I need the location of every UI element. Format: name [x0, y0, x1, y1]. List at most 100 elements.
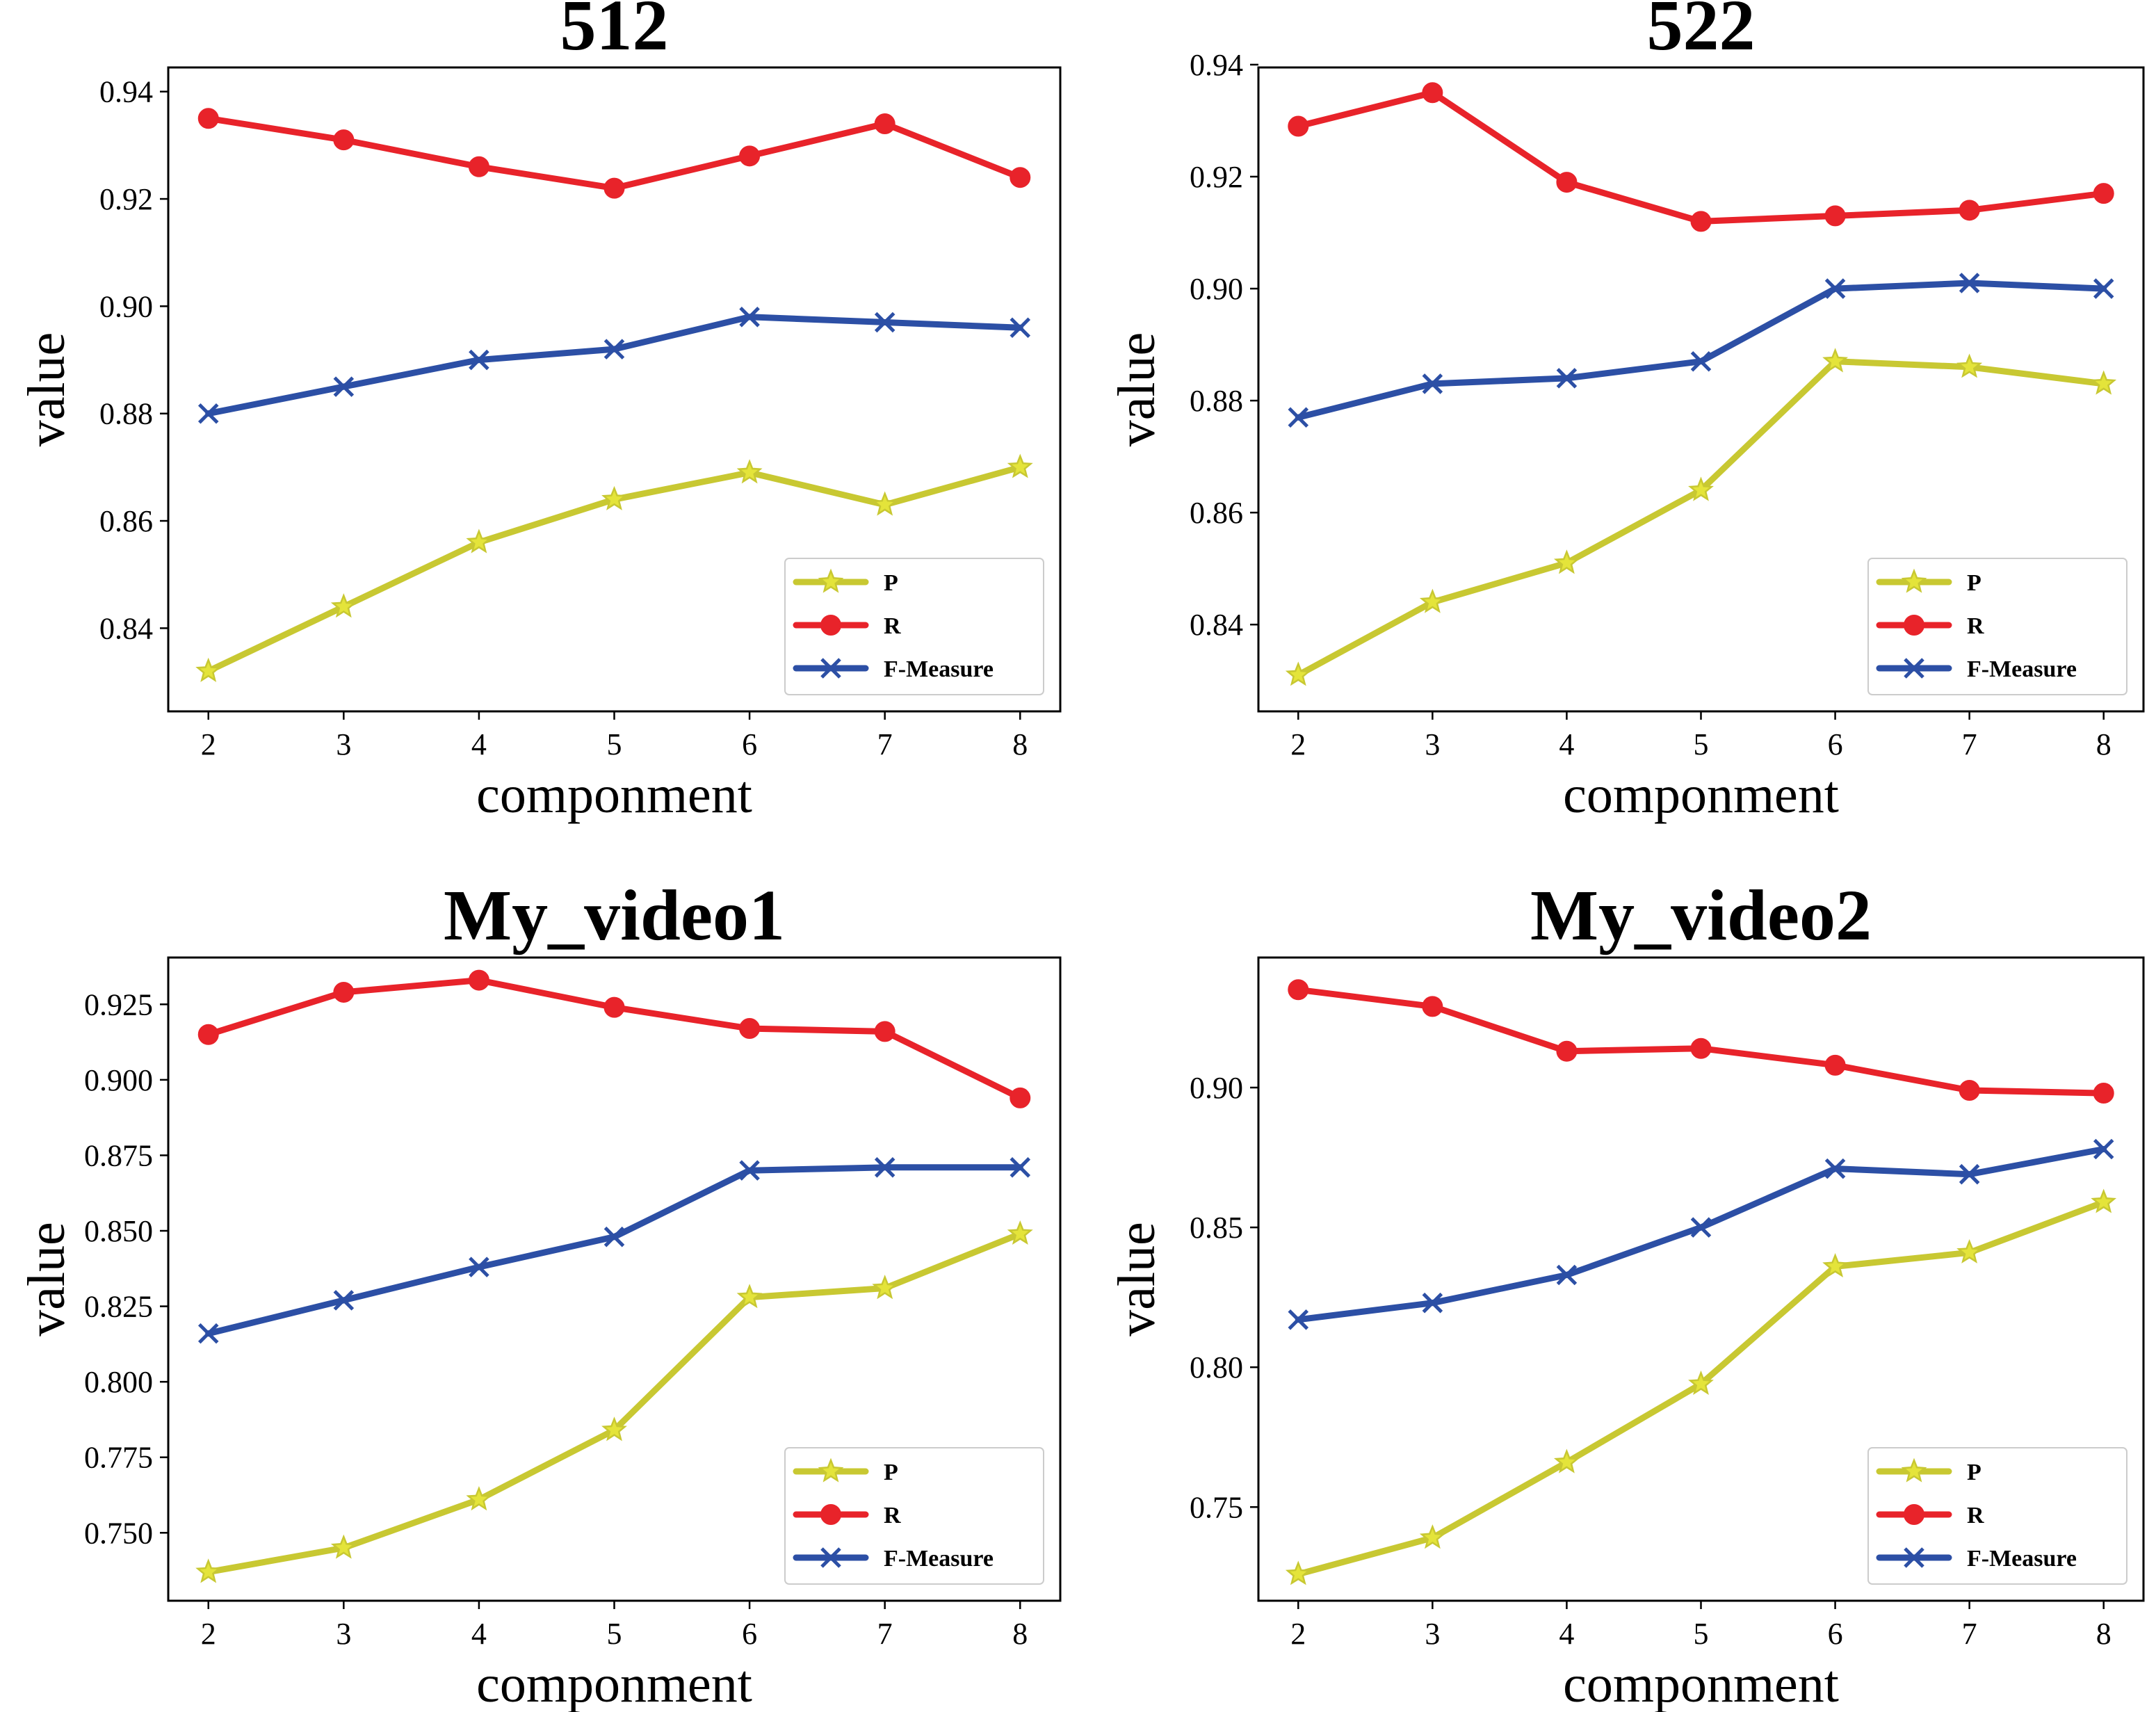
legend-label: P [1967, 1460, 1981, 1485]
point-p [736, 1284, 763, 1309]
legend-box [784, 1447, 1044, 1585]
x-tick-label: 4 [471, 1617, 487, 1651]
legend-label: R [1967, 613, 1984, 639]
point-p [601, 485, 627, 510]
y-tick-label: 0.800 [84, 1365, 153, 1399]
point-f-measure [1010, 1157, 1031, 1178]
point-r [1690, 1037, 1712, 1059]
legend-label: R [1967, 1503, 1984, 1528]
legend-entry: R [793, 613, 901, 639]
series-r [197, 108, 1031, 199]
point-f-measure [874, 312, 895, 333]
point-f-measure [333, 376, 355, 397]
point-p [1688, 476, 1714, 501]
x-tick-label: 6 [742, 727, 757, 761]
chart-panel: 522 2 3 4 5 6 7 8 0.84 0.86 0.88 0.90 0.92 0.94 compon… [1108, 0, 2145, 824]
legend-label: P [884, 1460, 898, 1485]
point-f-measure [1824, 1158, 1846, 1179]
series-p [195, 1220, 1033, 1583]
legend-label: R [884, 613, 901, 639]
y-axis-label: value [17, 332, 76, 447]
point-p [1553, 549, 1580, 574]
y-tick-label: 0.94 [99, 75, 153, 109]
x-tick-label: 5 [607, 1617, 622, 1651]
y-tick-label: 0.90 [1190, 272, 1243, 306]
y-axis-label: value [1108, 332, 1166, 447]
x-tick-label: 6 [1828, 1617, 1843, 1651]
x-tick-label: 7 [877, 727, 893, 761]
point-f-measure [603, 1226, 625, 1247]
point-r [2093, 183, 2114, 204]
point-r [468, 156, 489, 177]
point-p [818, 568, 844, 593]
y-tick-label: 0.88 [1190, 384, 1243, 418]
point-p [1553, 1448, 1580, 1473]
y-tick-label: 0.875 [84, 1138, 153, 1172]
x-tick-label: 5 [607, 727, 622, 761]
point-r [1422, 996, 1443, 1017]
x-tick-label: 7 [1962, 727, 1977, 761]
x-tick-label: 3 [1425, 1617, 1440, 1651]
chart-panel: My_video2 2 3 4 5 6 7 8 0.75 0.80 0.85 0.90 componme… [1108, 875, 2145, 1712]
y-axis-label: value [1108, 1222, 1166, 1337]
series-r [1288, 82, 2114, 232]
point-r [1824, 1054, 1846, 1076]
series-p [1285, 348, 2117, 686]
x-tick-label: 6 [1828, 727, 1843, 761]
y-tick-label: 0.84 [1190, 608, 1243, 642]
x-tick-label: 5 [1694, 727, 1709, 761]
y-tick-label: 0.850 [84, 1214, 153, 1248]
point-f-measure [1959, 1163, 1980, 1185]
point-r [333, 981, 355, 1003]
point-r [1288, 979, 1309, 1001]
legend-label: F-Measure [884, 656, 994, 682]
y-tick-label: 0.86 [99, 504, 153, 538]
point-r [1556, 172, 1578, 193]
legend-entry: F-Measure [1876, 656, 2077, 682]
legend-box [1867, 1447, 2127, 1585]
point-p [195, 657, 222, 682]
point-p [736, 459, 763, 484]
point-f-measure [2093, 1138, 2114, 1160]
x-tick-label: 8 [1012, 1617, 1028, 1651]
legend-entry: P [1876, 1457, 1981, 1485]
y-tick-label: 0.775 [84, 1441, 153, 1475]
legend-box [784, 558, 1044, 695]
series-r [197, 969, 1031, 1108]
point-f-measure [739, 307, 760, 328]
point-f-measure [197, 403, 219, 424]
y-tick-label: 0.750 [84, 1516, 153, 1550]
x-axis-label: componment [1563, 766, 1839, 824]
series-line [205, 115, 1023, 192]
point-f-measure [1959, 273, 1980, 293]
legend-box [1867, 558, 2127, 695]
point-r [2093, 1083, 2114, 1104]
point-f-measure [820, 658, 841, 679]
point-p [1822, 1253, 1849, 1278]
point-r [1690, 211, 1712, 232]
point-r [1904, 615, 1924, 636]
point-f-measure [469, 349, 489, 371]
series-line [205, 1164, 1023, 1337]
y-tick-label: 0.92 [99, 182, 153, 216]
chart-title: 522 [1647, 0, 1756, 65]
x-tick-label: 4 [1559, 727, 1574, 761]
point-f-measure [1422, 1292, 1443, 1314]
point-r [1959, 200, 1980, 221]
series-p [195, 453, 1033, 682]
point-f-measure [1824, 278, 1846, 299]
point-p [1822, 348, 1849, 373]
x-tick-label: 2 [1290, 727, 1306, 761]
point-p [1007, 1220, 1033, 1245]
point-p [1285, 661, 1311, 686]
legend-label: F-Measure [1967, 1546, 2077, 1572]
point-f-measure [874, 1157, 895, 1178]
point-f-measure [1556, 368, 1578, 389]
x-tick-label: 3 [1425, 727, 1440, 761]
point-p [466, 528, 492, 554]
point-p [2091, 370, 2117, 395]
legend-entry: R [793, 1503, 901, 1528]
y-tick-label: 0.88 [99, 397, 153, 431]
series-f-measure [197, 307, 1031, 424]
series-p [1285, 1188, 2117, 1585]
